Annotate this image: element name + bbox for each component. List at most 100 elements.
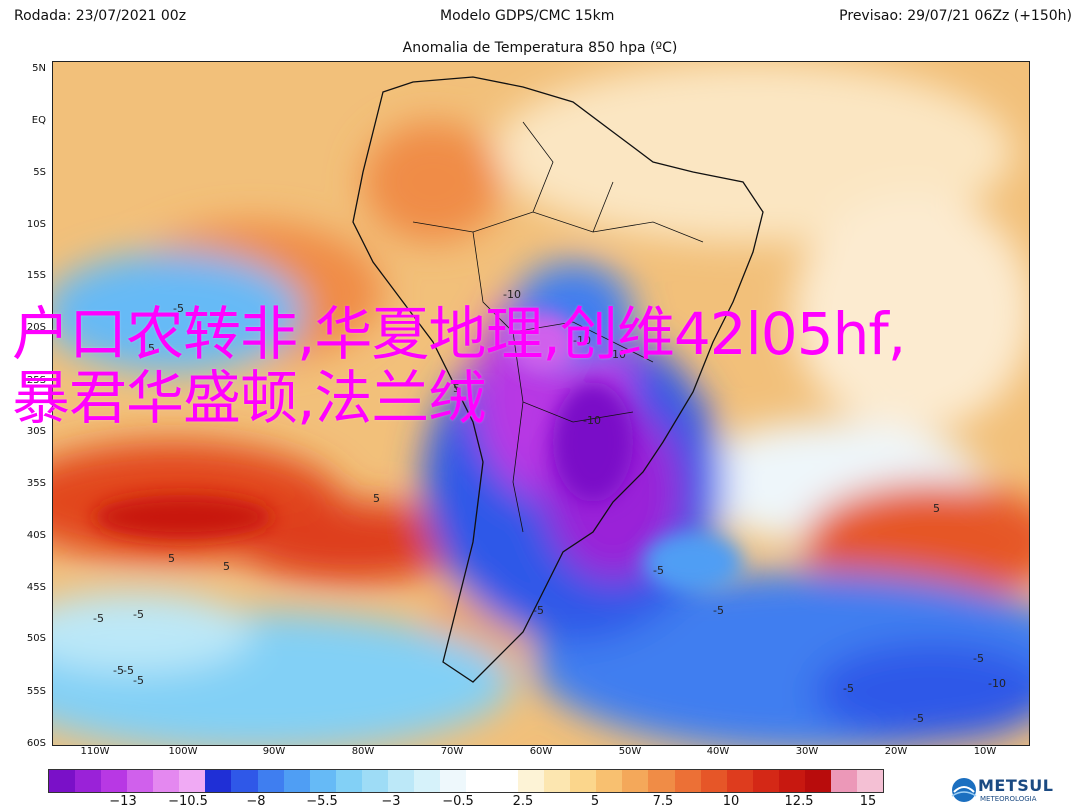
colorbar-cell [309, 770, 336, 792]
colorbar-label: −3 [381, 794, 401, 809]
lat-tick: 40S [26, 530, 46, 541]
contour-label: -5 [973, 652, 984, 665]
lon-tick: 40W [706, 746, 730, 757]
map-title: Anomalia de Temperatura 850 hpa (ºC) [402, 40, 678, 56]
colorbar-cell [413, 770, 440, 792]
colorbar-cell [179, 770, 206, 792]
colorbar-label: 15 [859, 794, 877, 809]
map-canvas: -10 -10 -10 -10 -5 -5 -5 -5 -5 -5 -5 -5 … [53, 62, 1029, 745]
colorbar-cell [752, 770, 779, 792]
anomaly-detail [93, 312, 743, 592]
lat-tick: EQ [31, 115, 46, 126]
lon-tick: 100W [168, 746, 198, 757]
colorbar-cell [127, 770, 154, 792]
colorbar [48, 769, 884, 793]
contour-label: -5 [843, 682, 854, 695]
colorbar-label: 12.5 [784, 794, 814, 809]
colorbar-cell [205, 770, 232, 792]
colorbar-cell [674, 770, 701, 792]
colorbar-label: 7.5 [652, 794, 674, 809]
colorbar-cell [49, 770, 76, 792]
lat-tick: 50S [26, 633, 46, 644]
contour-label: -10 [988, 677, 1006, 690]
lat-tick: 30S [26, 426, 46, 437]
colorbar-cell [570, 770, 597, 792]
contour-label: -10 [573, 334, 591, 347]
contour-label: 5 [933, 502, 940, 515]
lon-tick: 10W [973, 746, 997, 757]
contour-label: 5 [168, 552, 175, 565]
colorbar-cell [75, 770, 102, 792]
colorbar-label: −13 [109, 794, 137, 809]
contour-label: -10 [608, 348, 626, 361]
model-label: Modelo GDPS/CMC 15km [440, 8, 615, 24]
run-date-label: Rodada: 23/07/2021 00z [14, 8, 187, 24]
colorbar-cell [622, 770, 649, 792]
colorbar-cell [804, 770, 831, 792]
logo-subtitle: METEOROLOGIA [980, 795, 1037, 803]
colorbar-cell [492, 770, 519, 792]
colorbar-cell [700, 770, 727, 792]
lon-tick: 30W [795, 746, 819, 757]
colorbar-cell [648, 770, 675, 792]
contour-label: 5 [373, 492, 380, 505]
lat-tick: 5N [32, 63, 46, 74]
country-borders [412, 121, 704, 533]
lon-tick: 60W [529, 746, 553, 757]
colorbar-label: −5.5 [306, 794, 338, 809]
contour-label: -5 [123, 664, 134, 677]
colorbar-label: −0.5 [442, 794, 474, 809]
lat-tick: 45S [26, 582, 46, 593]
contour-label: -10 [583, 414, 601, 427]
colorbar-cell [283, 770, 310, 792]
colorbar-cell [101, 770, 128, 792]
colorbar-label: −10.5 [168, 794, 208, 809]
colorbar-label: 10 [722, 794, 740, 809]
lon-tick: 70W [440, 746, 464, 757]
lat-tick: 25S [26, 375, 46, 386]
contour-label: -5 [133, 608, 144, 621]
colorbar-cell [830, 770, 857, 792]
lon-tick: 110W [80, 746, 110, 757]
colorbar-cell [153, 770, 180, 792]
lat-tick: 15S [26, 270, 46, 281]
contour-label: 5 [223, 560, 230, 573]
contour-label: 5 [453, 382, 460, 395]
colorbar-label: −8 [246, 794, 266, 809]
contour-label: -5 [113, 664, 124, 677]
contour-label: -5 [653, 564, 664, 577]
colorbar-cell [544, 770, 571, 792]
lon-tick: 90W [262, 746, 286, 757]
colorbar-cell [856, 770, 883, 792]
colorbar-cell [466, 770, 493, 792]
colorbar-cell [335, 770, 362, 792]
anomaly-fields [53, 62, 1029, 745]
colorbar-cell [726, 770, 753, 792]
colorbar-cell [778, 770, 805, 792]
colorbar-cell [439, 770, 466, 792]
contour-label: -5 [93, 612, 104, 625]
lon-tick: 80W [351, 746, 375, 757]
colorbar-cell [231, 770, 258, 792]
logo-name: METSUL [978, 776, 1054, 795]
south-america-coastline [352, 76, 764, 683]
contour-label: -5 [913, 712, 924, 725]
overlay-title-text: 户口农转非,华夏地理,创维42l05hf,暴君华盛顿,法兰绒 [12, 300, 906, 432]
colorbar-label: 5 [590, 794, 600, 809]
contour-label: -5 [173, 302, 184, 315]
contour-label: -5 [713, 604, 724, 617]
contour-label: -5 [533, 604, 544, 617]
forecast-label: Previsao: 29/07/21 06Zz (+150h) [839, 8, 1072, 24]
contour-label: -5 [133, 674, 144, 687]
temperature-anomaly-map: -10 -10 -10 -10 -5 -5 -5 -5 -5 -5 -5 -5 … [52, 61, 1030, 746]
colorbar-cell [596, 770, 623, 792]
lat-tick: 5S [33, 167, 46, 178]
colorbar-cell [257, 770, 284, 792]
colorbar-cell [387, 770, 414, 792]
lat-tick: 55S [26, 686, 46, 697]
colorbar-cell [361, 770, 388, 792]
lat-tick: 10S [26, 219, 46, 230]
lat-tick: 60S [26, 738, 46, 749]
lat-tick: 20S [26, 322, 46, 333]
contour-label: -10 [503, 288, 521, 301]
